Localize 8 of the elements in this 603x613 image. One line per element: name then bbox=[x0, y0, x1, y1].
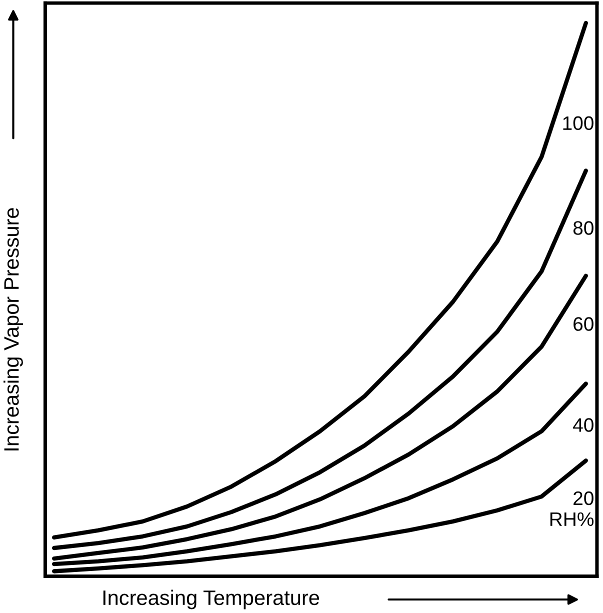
y-axis-title: Increasing Vapor Pressure bbox=[4, 208, 23, 450]
x-axis-title: Increasing Temperature bbox=[103, 590, 320, 610]
annotation: RH% bbox=[550, 512, 594, 526]
series-label: 60 bbox=[574, 317, 594, 331]
series-label: 20 bbox=[574, 491, 594, 506]
series-label: 100 bbox=[563, 116, 594, 130]
series-label: 80 bbox=[573, 221, 594, 235]
series-label: 40 bbox=[573, 418, 594, 432]
